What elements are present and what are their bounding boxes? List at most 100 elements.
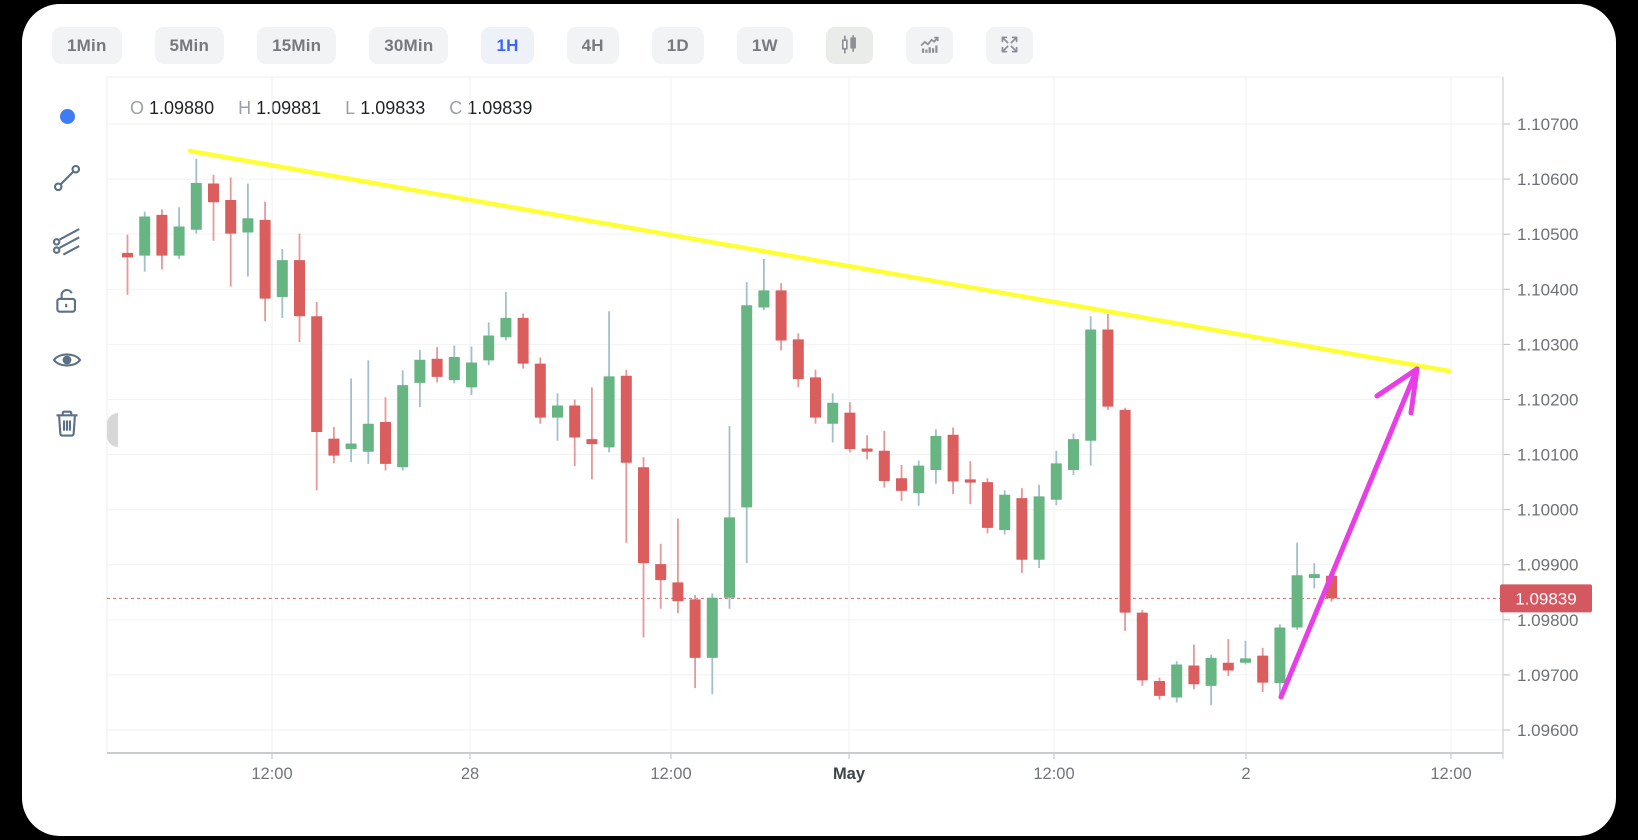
x-axis-label: 12:00 [1430,765,1471,783]
candle [620,375,632,463]
candle [414,359,426,383]
candle [569,405,581,438]
candle [156,214,168,256]
candle [896,478,907,491]
candle [380,422,391,464]
candle [947,434,959,482]
candle [190,182,202,230]
candle [208,183,219,203]
eye-icon [50,343,84,382]
y-axis-label: 1.10100 [1517,446,1578,465]
active-tool-dot [60,109,75,124]
candle [1085,329,1097,441]
candle [466,362,477,388]
candles-layer [122,158,1337,706]
candle [792,339,804,380]
candle [534,363,546,418]
indicators-button[interactable] [905,27,953,64]
candle [827,402,839,424]
timeframe-15min[interactable]: 15Min [257,27,337,64]
candle [1205,657,1217,686]
candle [1068,439,1079,470]
candle [775,290,787,341]
trendline-annotation[interactable] [187,148,1452,374]
candle [999,494,1011,531]
candle [1050,463,1062,500]
x-axis-label: 12:00 [251,765,292,783]
timeframe-toolbar: 1Min 5Min 15Min 30Min 1H 4H 1D 1W [52,27,1033,64]
x-axis-label: 28 [461,765,479,783]
timeframe-1d[interactable]: 1D [651,27,704,64]
x-axis-label: May [833,765,866,783]
candle [1308,574,1320,578]
timeframe-1h[interactable]: 1H [481,27,534,64]
candle [311,316,323,432]
timeframe-1min[interactable]: 1Min [52,27,122,64]
candle [878,450,890,481]
candle [655,564,667,581]
candle [741,305,753,508]
visibility-tool[interactable] [48,343,86,381]
y-axis-label: 1.09700 [1517,666,1578,685]
delete-tool[interactable] [48,406,86,444]
timeframe-4h[interactable]: 4H [566,27,619,64]
lock-tool[interactable] [48,284,86,322]
candle [758,290,770,308]
y-axis-label: 1.10600 [1517,170,1578,189]
y-axis-label: 1.10500 [1517,225,1578,244]
timeframe-30min[interactable]: 30Min [369,27,449,64]
candle [328,438,340,456]
ohlc-close: C 1.09839 [449,98,533,118]
candle [552,405,563,418]
candlestick-icon [837,32,862,60]
candle [1222,662,1234,671]
x-axis-label: 2 [1241,765,1250,783]
candle [706,597,718,658]
candle [517,317,529,364]
candle [672,582,684,602]
candle [345,443,357,450]
y-axis-label: 1.09900 [1517,556,1578,575]
candle [242,218,254,233]
y-axis-label: 1.10000 [1517,501,1578,520]
candle [964,479,976,483]
candle [259,219,271,299]
current-price-badge-text: 1.09839 [1515,589,1576,608]
candle [225,200,237,234]
fullscreen-button[interactable] [985,27,1033,64]
candle [1274,627,1286,684]
chart-window [22,4,1616,836]
x-axis-label: 12:00 [650,765,691,783]
candle [1016,498,1028,560]
candle [861,448,873,452]
y-axis-label: 1.10400 [1517,280,1578,299]
trend-line-tool[interactable] [48,161,86,199]
x-axis-label: 12:00 [1033,765,1074,783]
unlock-icon [50,284,84,323]
candle [982,482,993,528]
timeframe-1w[interactable]: 1W [736,27,793,64]
candle [689,599,701,658]
candle [362,423,374,452]
candle [173,226,185,256]
candle [397,385,409,468]
arrow-annotation[interactable] [1278,366,1420,700]
candle [603,376,615,448]
candle [1136,612,1148,681]
candle [724,517,735,598]
candle [1119,409,1131,613]
current-price-badge [1500,584,1592,613]
parallel-lines-icon [50,224,84,263]
panel-collapse-handle[interactable] [107,413,118,447]
candle [122,252,133,258]
timeframe-5min[interactable]: 5Min [154,27,225,64]
ohlc-low: L 1.09833 [345,98,426,118]
y-axis-label: 1.09800 [1517,611,1578,630]
candle [638,467,649,564]
candlestick-style-button[interactable] [825,27,873,64]
candle [276,260,288,297]
candle [1188,665,1200,685]
parallel-lines-tool[interactable] [48,224,86,262]
trend-line-icon [50,161,84,200]
